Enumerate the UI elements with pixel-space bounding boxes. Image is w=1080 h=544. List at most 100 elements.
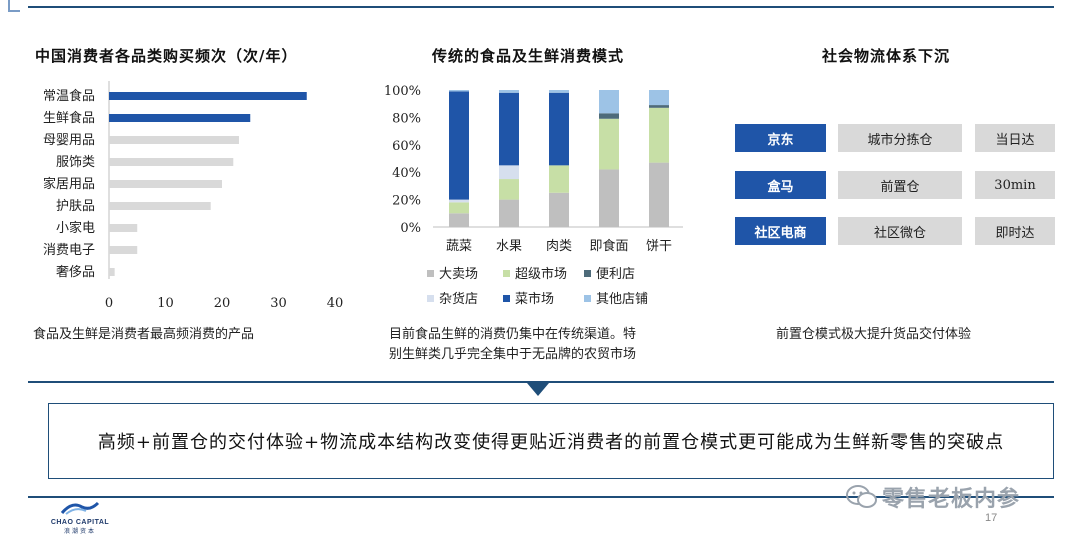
stack-segment-4-2 <box>649 105 669 108</box>
panel1-caption: 食品及生鲜是消费者最高频消费的产品 <box>33 327 255 342</box>
stack-segment-2-0 <box>549 192 569 227</box>
bar-3 <box>109 158 234 166</box>
stack-segment-1-3 <box>499 165 519 180</box>
logistics-name-hema: 盒马 <box>735 171 826 199</box>
legend-swatch-2 <box>584 270 591 277</box>
category-label: 水果 <box>496 239 522 254</box>
logistics-name-community: 社区电商 <box>735 217 826 245</box>
logo-text: CHAO CAPITAL <box>50 519 110 526</box>
category-label: 小家电 <box>56 220 95 236</box>
category-label: 家居用品 <box>43 176 95 192</box>
panel2-caption-line-2: 别生鲜类几乎完全集中于无品牌的农贸市场 <box>389 347 637 362</box>
y-tick-label: 0% <box>400 221 421 236</box>
corner-mark <box>8 0 20 12</box>
wave-logo-icon <box>60 501 100 515</box>
top-rule <box>28 6 1054 8</box>
bar-4 <box>109 180 222 188</box>
category-label: 消费电子 <box>43 243 95 258</box>
stack-segment-2-5 <box>549 90 569 93</box>
legend-label-5: 其他店铺 <box>596 292 648 307</box>
bar-2 <box>109 136 239 144</box>
legend-label-0: 大卖场 <box>439 267 478 282</box>
stack-segment-3-2 <box>599 113 619 119</box>
panel2-caption-line-1: 目前食品生鲜的消费仍集中在传统渠道。特 <box>389 327 637 342</box>
x-tick-label: 20 <box>214 296 231 311</box>
bar-8 <box>109 268 115 276</box>
stack-segment-1-4 <box>499 92 519 166</box>
page-number: 17 <box>985 512 998 524</box>
legend-label-1: 超级市场 <box>515 266 567 282</box>
category-label: 蔬菜 <box>446 239 472 254</box>
x-tick-label: 40 <box>327 296 344 311</box>
category-label: 母婴用品 <box>43 133 95 148</box>
panel1-title: 中国消费者各品类购买频次（次/年） <box>35 47 298 65</box>
category-label: 常温食品 <box>43 88 95 104</box>
category-label: 生鲜食品 <box>43 110 95 126</box>
panel3-caption: 前置仓模式极大提升货品交付体验 <box>776 327 972 342</box>
stack-segment-4-1 <box>649 107 669 163</box>
stack-segment-3-1 <box>599 118 619 170</box>
category-label: 饼干 <box>646 239 672 254</box>
legend-label-2: 便利店 <box>596 267 635 282</box>
panel2-title: 传统的食品及生鲜消费模式 <box>432 47 625 65</box>
logistics-model-hema: 前置仓 <box>838 171 962 199</box>
category-label: 护肤品 <box>56 199 95 214</box>
company-logo: CHAO CAPITAL 浪潮资本 <box>46 500 114 535</box>
stack-segment-1-0 <box>499 199 519 227</box>
legend-swatch-1 <box>503 270 510 277</box>
legend-swatch-3 <box>427 295 434 302</box>
wechat-icon <box>846 484 878 514</box>
stack-segment-0-3 <box>449 199 469 203</box>
legend-swatch-4 <box>503 295 510 302</box>
panel2-caption: 目前食品生鲜的消费仍集中在传统渠道。特 别生鲜类几乎完全集中于无品牌的农贸市场 <box>389 325 636 365</box>
logistics-model-community: 社区微仓 <box>838 217 962 245</box>
stack-segment-0-1 <box>449 202 469 214</box>
legend-swatch-5 <box>584 295 591 302</box>
category-label: 肉类 <box>546 239 572 254</box>
summary-box: 高频+前置仓的交付体验+物流成本结构改变使得更贴近消费者的前置仓模式更可能成为生… <box>48 403 1054 479</box>
stack-segment-4-5 <box>649 90 669 106</box>
y-tick-label: 40% <box>392 166 421 181</box>
category-label: 即食面 <box>589 238 628 254</box>
stack-segment-3-5 <box>599 90 619 114</box>
legend-label-3: 杂货店 <box>439 291 478 307</box>
stack-segment-4-0 <box>649 162 669 227</box>
bar-1 <box>109 114 251 122</box>
logistics-speed-hema: 30min <box>975 171 1055 199</box>
stack-segment-1-1 <box>499 179 519 200</box>
category-label: 服饰类 <box>56 155 95 170</box>
stack-segment-0-5 <box>449 90 469 92</box>
logistics-speed-community: 即时达 <box>975 217 1055 245</box>
down-arrow-icon <box>527 383 549 396</box>
bar-7 <box>109 246 138 254</box>
y-tick-label: 60% <box>392 139 421 154</box>
logistics-speed-jd: 当日达 <box>975 124 1055 152</box>
watermark-text: 零售老板内参 <box>882 486 1021 512</box>
x-tick-label: 30 <box>270 296 287 311</box>
stack-segment-0-4 <box>449 91 469 200</box>
legend-label-4: 菜市场 <box>515 291 554 307</box>
x-tick-label: 0 <box>105 296 113 311</box>
stack-segment-2-1 <box>549 165 569 193</box>
bottom-rule <box>28 496 1054 498</box>
legend-swatch-0 <box>427 270 434 277</box>
panel3-title: 社会物流体系下沉 <box>822 47 951 65</box>
section-divider <box>28 381 1054 383</box>
y-tick-label: 20% <box>392 194 421 209</box>
y-tick-label: 100% <box>384 84 421 99</box>
stack-segment-3-0 <box>599 169 619 227</box>
bar-5 <box>109 202 211 210</box>
bar-0 <box>109 92 307 100</box>
stack-segment-0-0 <box>449 213 469 227</box>
stack-segment-2-4 <box>549 92 569 166</box>
logistics-name-jd: 京东 <box>735 124 826 152</box>
logo-subtext: 浪潮资本 <box>63 529 96 535</box>
y-tick-label: 80% <box>392 111 421 126</box>
logistics-model-jd: 城市分拣仓 <box>838 124 962 152</box>
category-label: 奢侈品 <box>56 265 95 280</box>
stack-segment-1-5 <box>499 90 519 93</box>
x-tick-label: 10 <box>157 296 174 311</box>
bar-6 <box>109 224 138 232</box>
